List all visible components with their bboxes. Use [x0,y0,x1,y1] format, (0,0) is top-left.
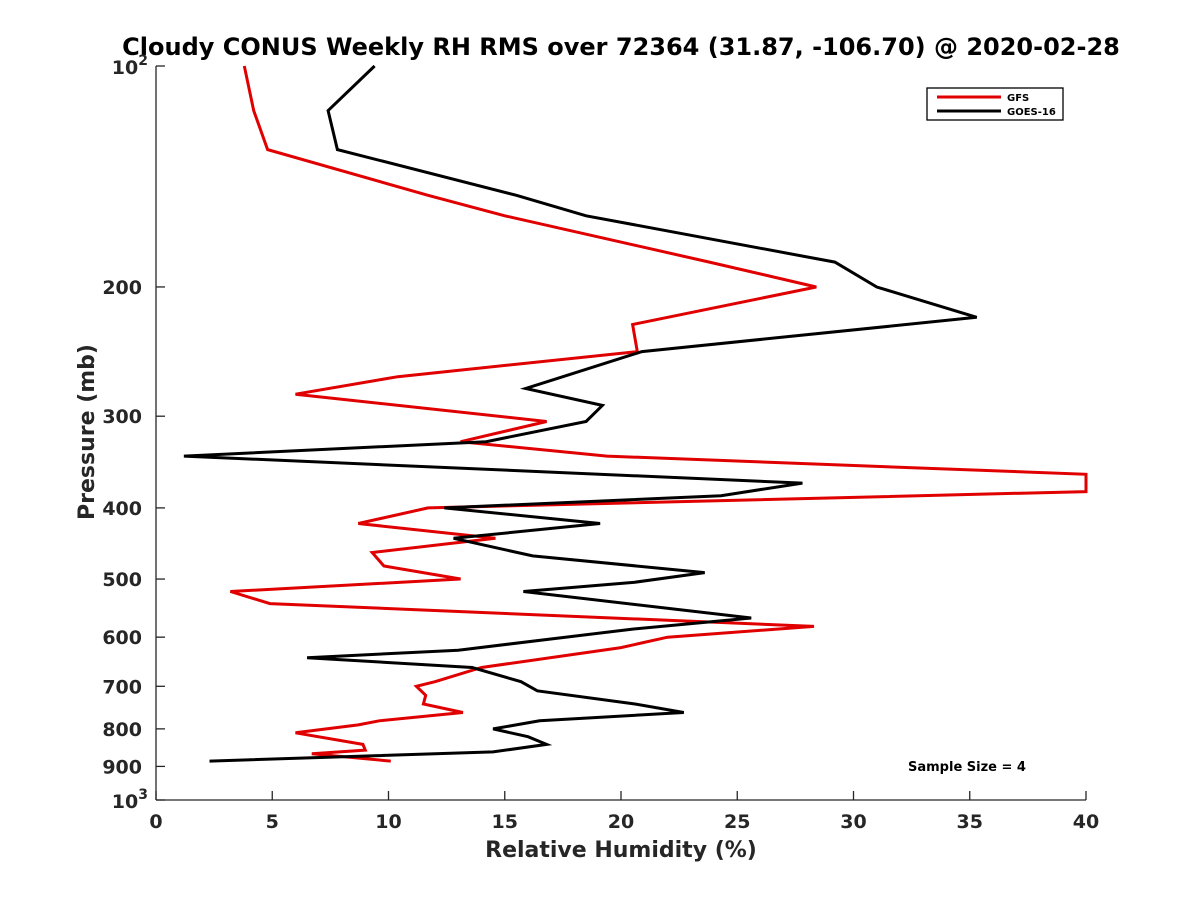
x-tick-label: 35 [957,811,983,833]
chart-title: Cloudy CONUS Weekly RH RMS over 72364 (3… [122,33,1120,61]
x-tick-label: 15 [492,811,518,833]
x-tick-label: 5 [266,811,279,833]
series-line-goes-16 [183,64,978,763]
x-tick-label: 30 [840,811,866,833]
x-tick-label: 10 [375,811,401,833]
axes-layer: 0 5 10 15 20 25 30 35 40 102 200 300 400 500 600 700 800… [102,53,1099,833]
y-tick-label: 500 [102,569,142,591]
legend-box [926,87,1064,121]
y-tick-label: 900 [102,756,142,778]
x-tick-label: 40 [1073,811,1099,833]
x-tick-label: 20 [608,811,634,833]
y-tick-label: 200 [102,277,142,299]
legend-label: GFS [1007,93,1029,104]
series-line-gfs [229,65,1088,763]
x-axis-label: Relative Humidity (%) [485,838,757,863]
y-tick-label: 300 [102,406,142,428]
y-tick-label: 400 [102,498,142,520]
sample-size-annotation: Sample Size = 4 [908,760,1026,775]
legend-label: GOES-16 [1007,107,1056,118]
legend: GFS GOES-16 [926,87,1064,121]
y-tick-label: 800 [102,719,142,741]
y-axis-label: Pressure (mb) [75,344,100,520]
series-layer [183,64,1088,763]
y-tick-label: 600 [102,627,142,649]
x-tick-label: 0 [149,811,162,833]
y-tick-label: 102 [112,53,148,79]
x-tick-label: 25 [724,811,750,833]
y-tick-label: 700 [102,676,142,698]
y-tick-label: 103 [112,787,148,813]
